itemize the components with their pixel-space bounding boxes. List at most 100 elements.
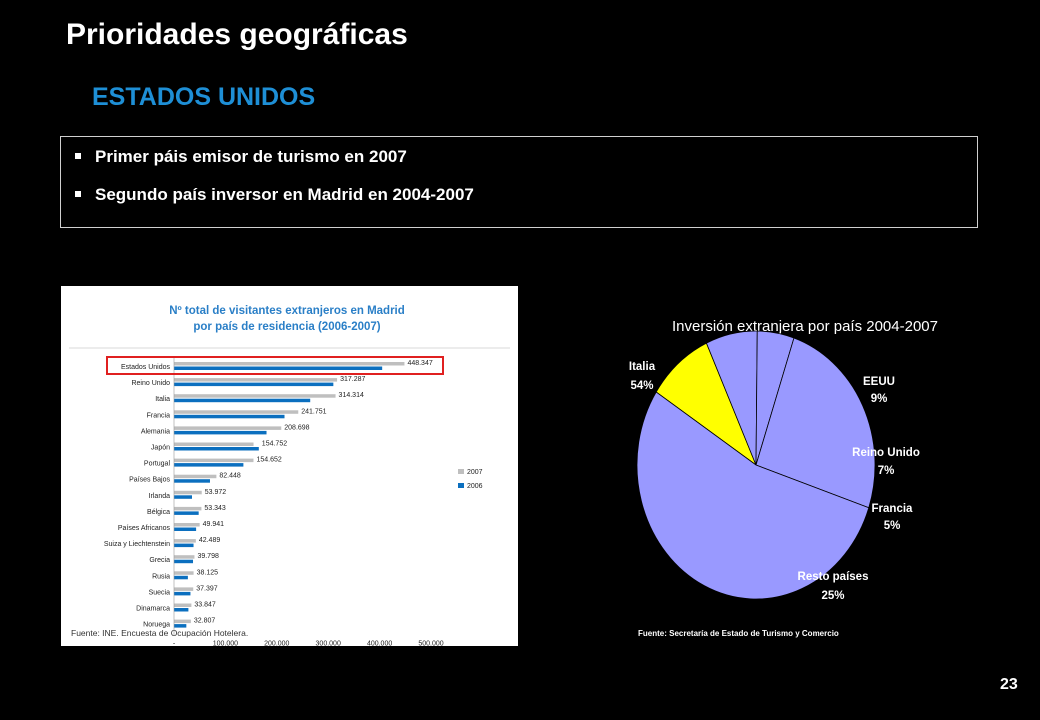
pie-slice-percent: 9% [871,393,888,405]
bar-2007 [174,458,254,463]
bar-category-label: Rusia [152,573,170,580]
legend-label: 2007 [467,469,483,476]
bar-2006 [174,414,285,419]
bar-2007 [174,362,405,366]
bar-2007 [174,442,254,446]
bar-chart-title-line: Nº total de visitantes extranjeros en Ma… [169,305,405,317]
pie-chart-title: Inversión extranjera por país 2004-2007 [672,318,938,335]
bar-tick-label: - [173,641,176,646]
bar-category-label: Dinamarca [136,606,170,613]
bar-2007 [174,410,299,414]
bar-category-label: Grecia [149,557,170,564]
bar-2006 [174,575,188,580]
bar-category-label: Japón [151,445,170,452]
bar-data-label: 208.698 [284,424,309,431]
pie-slice-percent: 7% [878,465,895,477]
bar-2006 [174,608,189,612]
bar-2007 [174,587,194,591]
bar-data-label: 33.847 [194,602,216,609]
bar-2007 [174,571,194,575]
slide-title: Prioridades geográficas [66,18,408,51]
bar-tick-label: 100.000 [213,641,238,646]
pie-slice [755,337,876,509]
bar-category-label: Países Africanos [118,525,171,532]
bar-2006 [174,591,191,596]
bar-category-label: Portugal [144,461,171,468]
bar-2006 [174,398,311,403]
pie-slice-percent: 25% [821,590,844,602]
pie-slice-label: Francia [872,503,914,515]
bar-2006 [174,511,199,515]
bar-category-label: Suecia [149,589,171,596]
highlight-box [106,356,444,375]
pie-slice [636,391,870,600]
bar-data-label: 32.807 [194,618,216,625]
bar-2007 [174,603,192,607]
bar-data-label: 448.347 [407,360,432,367]
bar-chart-source: Fuente: INE. Encuesta de Ocupación Hotel… [71,628,248,638]
bar-2007 [174,506,202,511]
slide-subtitle: ESTADOS UNIDOS [92,83,316,111]
bar-data-label: 82.448 [219,473,241,480]
bar-2007 [174,474,217,479]
bar-tick-label: 300.000 [316,641,341,646]
bullet-box: Primer páis emisor de turismo en 2007 Se… [60,136,978,228]
bar-2006 [174,479,210,483]
bar-data-label: 154.652 [256,457,281,464]
bullet-text: Primer páis emisor de turismo en 2007 [95,147,407,166]
bar-category-label: Noruega [143,622,170,629]
bar-data-label: 39.798 [197,553,219,560]
bar-2006 [174,624,187,628]
bar-category-label: Irlanda [149,493,171,500]
bar-chart-panel: Nº total de visitantes extranjeros en Ma… [61,286,518,648]
bar-tick-label: 400.000 [367,641,392,646]
bar-data-label: 49.941 [203,521,225,528]
bar-2007 [174,619,191,624]
bar-chart-title-line: por país de residencia (2006-2007) [193,321,380,333]
bar-2006 [174,447,259,451]
bar-category-label: Italia [155,396,170,403]
bar-2006 [174,382,334,387]
bar-data-label: 241.751 [301,408,326,415]
pie-slice-percent: 54% [630,380,653,392]
bar-chart: Nº total de visitantes extranjeros en Ma… [69,305,510,648]
bar-data-label: 53.343 [204,505,226,512]
bar-2006 [174,543,194,548]
bar-data-label: 42.489 [199,537,221,544]
bar-tick-label: 200.000 [264,641,289,646]
pie-chart-source: Fuente: Secretaría de Estado de Turismo … [638,629,839,638]
bar-2007 [174,555,195,559]
bar-data-label: 38.125 [197,569,219,576]
bar-2007 [174,490,202,495]
bullet-square-icon [75,152,81,159]
bar-2006 [174,366,383,370]
bar-category-label: Reino Unido [131,380,170,387]
bar-2007 [174,394,336,398]
bullet-item: Segundo país inversor en Madrid en 2004-… [75,185,474,205]
bar-data-label: 317.287 [340,376,365,383]
bullet-text: Segundo país inversor en Madrid en 2004-… [95,185,474,204]
bar-data-label: 154.752 [262,441,287,448]
bullet-item: Primer páis emisor de turismo en 2007 [75,147,407,167]
bar-2007 [174,523,200,527]
bar-2006 [174,430,267,435]
bar-2007 [174,539,196,543]
pie-slice-percent: 5% [884,520,901,532]
bar-category-label: Estados Unidos [121,364,171,371]
bar-category-label: Francia [147,412,170,419]
bar-category-label: Bélgica [147,509,170,516]
bar-2007 [174,426,282,430]
legend-swatch [458,469,464,474]
legend-label: 2006 [467,483,483,490]
bar-category-label: Países Bajos [129,477,170,484]
bar-data-label: 314.314 [339,392,364,399]
bar-2006 [174,527,197,531]
bar-2006 [174,495,192,499]
pie-slice-label: Resto países [798,571,869,583]
pie-slice-label: Reino Unido [852,447,920,459]
bar-2006 [174,463,244,467]
bar-category-label: Suiza y Liechtenstein [104,541,170,548]
bullet-square-icon [75,190,81,197]
bar-data-label: 37.397 [196,585,218,592]
bar-2006 [174,559,194,564]
